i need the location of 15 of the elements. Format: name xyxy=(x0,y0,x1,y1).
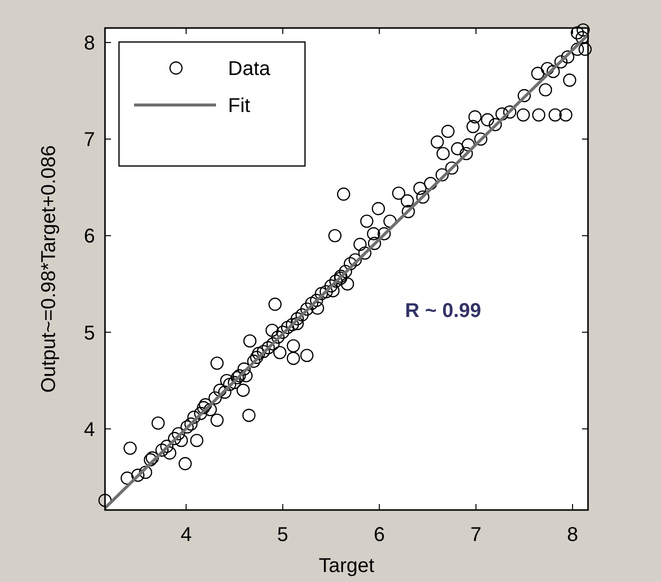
legend-label: Data xyxy=(228,58,272,80)
x-axis-title: Target xyxy=(318,555,375,577)
x-tick-label: 7 xyxy=(470,524,482,546)
x-tick-label: 4 xyxy=(180,524,192,546)
annotation: R ~ 0.99 xyxy=(405,300,482,322)
y-axis-title: Output~=0.98*Target+0.086 xyxy=(38,145,60,393)
x-tick-label: 6 xyxy=(374,524,385,546)
y-tick-label: 6 xyxy=(84,226,95,248)
legend-label: Fit xyxy=(228,95,251,117)
x-tick-label: 8 xyxy=(566,524,578,546)
y-tick-label: 5 xyxy=(84,322,95,344)
y-tick-label: 8 xyxy=(84,32,95,54)
x-tick-label: 5 xyxy=(277,524,288,546)
y-tick-label: 4 xyxy=(84,418,95,441)
y-tick-label: 7 xyxy=(84,129,95,152)
